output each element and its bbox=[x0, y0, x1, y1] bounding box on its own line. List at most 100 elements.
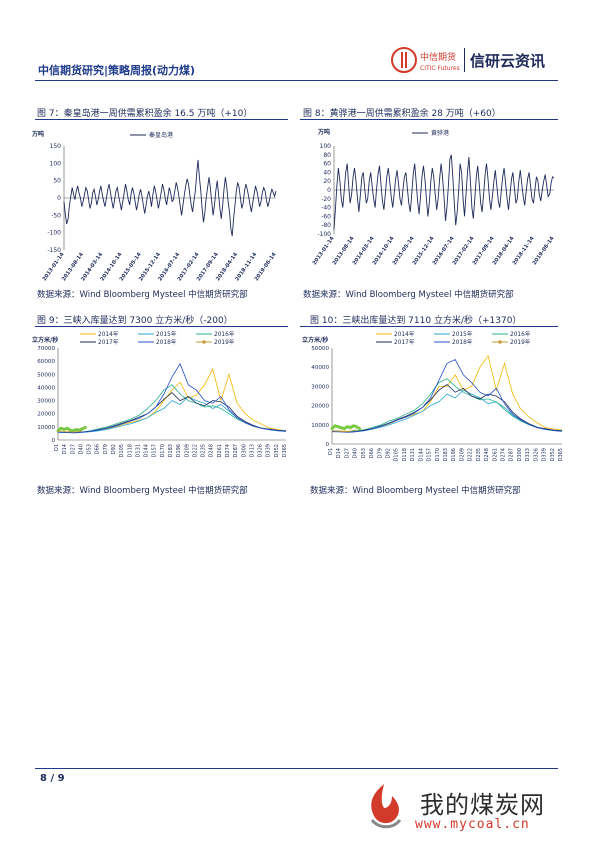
y-unit-label: 立方米/秒 bbox=[32, 336, 58, 344]
legend-label: 2018年 bbox=[156, 338, 177, 346]
y-tick-label: 0 bbox=[51, 438, 55, 444]
x-tick-label: D40 bbox=[78, 444, 84, 454]
y-tick-label: 80 bbox=[323, 152, 331, 159]
series-line-2 bbox=[331, 389, 563, 433]
x-tick-label: D261 bbox=[217, 444, 223, 457]
x-tick-label: D235 bbox=[201, 444, 207, 457]
page-number: 8 / 9 bbox=[40, 773, 65, 784]
y-tick-label: 0 bbox=[57, 195, 61, 202]
x-tick-label: D53 bbox=[87, 444, 93, 454]
series-line-1 bbox=[63, 159, 277, 237]
x-tick-label: D118 bbox=[402, 448, 408, 461]
series-line-6 bbox=[57, 430, 83, 433]
x-tick-label: D118 bbox=[127, 444, 133, 457]
x-tick-label: D209 bbox=[184, 444, 190, 457]
y-tick-label: 0 bbox=[325, 442, 329, 448]
legend-label: 黄骅港 bbox=[431, 129, 449, 137]
y-tick-label: 10000 bbox=[311, 423, 329, 429]
mycoal-flame-icon bbox=[370, 784, 402, 829]
y-tick-label: -50 bbox=[51, 212, 61, 219]
x-tick-label: D352 bbox=[550, 448, 556, 461]
y-tick-label: 0 bbox=[327, 187, 331, 194]
x-tick-label: D144 bbox=[418, 448, 424, 461]
x-tick-label: D300 bbox=[241, 444, 247, 457]
x-tick-label: D313 bbox=[525, 448, 531, 461]
legend-label: 2017年 bbox=[394, 338, 415, 346]
legend-label: 2016年 bbox=[214, 330, 235, 338]
x-tick-label: D365 bbox=[282, 444, 288, 457]
figure-10-source: 数据来源：Wind Bloomberg Mysteel 中信期货研究部 bbox=[310, 486, 521, 496]
y-tick-label: -100 bbox=[47, 230, 61, 237]
legend-label: 2017年 bbox=[98, 338, 119, 346]
series-line-1 bbox=[331, 354, 563, 432]
figure-7-source: 数据来源：Wind Bloomberg Mysteel 中信期货研究部 bbox=[37, 290, 248, 300]
x-tick-label: D274 bbox=[225, 444, 231, 457]
x-tick-label: D144 bbox=[144, 444, 150, 457]
y-tick-label: -80 bbox=[321, 222, 331, 229]
y-tick-label: 30000 bbox=[311, 384, 329, 390]
x-tick-label: D274 bbox=[501, 448, 507, 461]
x-tick-label: D287 bbox=[509, 448, 515, 461]
y-tick-label: 70000 bbox=[37, 346, 55, 352]
x-tick-label: D131 bbox=[410, 448, 416, 461]
legend-label: 2016年 bbox=[510, 330, 531, 338]
x-tick-label: D248 bbox=[484, 448, 490, 461]
y-tick-label: 20000 bbox=[311, 404, 329, 410]
x-tick-label: D53 bbox=[361, 448, 367, 458]
highlight-2019-early-line bbox=[56, 426, 87, 433]
x-tick-label: D183 bbox=[168, 444, 174, 457]
x-tick-label: D66 bbox=[95, 444, 101, 454]
legend-label: 2019年 bbox=[214, 338, 235, 346]
x-tick-label: D92 bbox=[111, 444, 117, 454]
x-tick-label: D300 bbox=[517, 448, 523, 461]
y-tick-label: -60 bbox=[321, 213, 331, 220]
figure-8-source: 数据来源：Wind Bloomberg Mysteel 中信期货研究部 bbox=[303, 290, 514, 300]
series-line-5 bbox=[331, 358, 563, 433]
chart-three-gorges-inflow: 立方米/秒 0 10000 20000 30000 40000 50000 60000 7000… bbox=[32, 330, 288, 457]
header-rule bbox=[35, 80, 558, 81]
logo-sub: CITIC Futures bbox=[420, 65, 460, 72]
y-unit-label: 立方米/秒 bbox=[302, 336, 328, 344]
y-tick-label: 100 bbox=[50, 160, 62, 167]
figure-10-rule bbox=[300, 326, 558, 327]
series-line-3 bbox=[331, 378, 563, 433]
legend-label: 2015年 bbox=[156, 330, 177, 338]
x-tick-label: D157 bbox=[427, 448, 433, 461]
x-tick-label: D79 bbox=[377, 448, 383, 458]
chart-qinhuangdao: 万吨-150-100-500501001502013-01-142013-08-… bbox=[31, 130, 278, 282]
figure-9-rule bbox=[35, 326, 288, 327]
figure-7-rule bbox=[35, 119, 288, 120]
y-tick-label: 30000 bbox=[37, 399, 55, 405]
figure-10-title: 图 10：三峡出库量达到 7110 立方米/秒（+1370） bbox=[310, 316, 522, 326]
report-header-title: 中信期货研究|策略周报(动力煤) bbox=[38, 64, 196, 77]
x-tick-label: D92 bbox=[386, 448, 392, 458]
legend-label: 2019年 bbox=[510, 338, 531, 346]
highlight-2019-early-line bbox=[330, 424, 362, 431]
x-tick-label: D222 bbox=[468, 448, 474, 461]
y-tick-label: -100 bbox=[317, 231, 331, 238]
series-line-6 bbox=[331, 429, 357, 433]
y-tick-label: 10000 bbox=[37, 425, 55, 431]
legend-marker bbox=[498, 340, 502, 344]
y-tick-label: 50000 bbox=[37, 372, 55, 378]
x-tick-label: D313 bbox=[249, 444, 255, 457]
y-tick-label: 40000 bbox=[311, 365, 329, 371]
x-tick-label: D352 bbox=[274, 444, 280, 457]
x-tick-label: D261 bbox=[492, 448, 498, 461]
x-tick-label: D105 bbox=[119, 444, 125, 457]
logo-brand: 信研云资讯 bbox=[470, 52, 545, 70]
x-tick-label: D248 bbox=[209, 444, 215, 457]
x-tick-label: D105 bbox=[394, 448, 400, 461]
x-tick-label: D1 bbox=[328, 448, 334, 455]
series-line-2 bbox=[57, 396, 287, 434]
x-tick-label: D339 bbox=[266, 444, 272, 457]
x-tick-label: D170 bbox=[435, 448, 441, 461]
x-tick-label: D79 bbox=[103, 444, 109, 454]
brand-logo: 中信期货 CITIC Futures 信研云资讯 bbox=[390, 44, 560, 76]
x-tick-label: D27 bbox=[70, 444, 76, 454]
x-tick-label: D40 bbox=[353, 448, 359, 458]
footer-rule bbox=[35, 768, 558, 769]
x-tick-label: D183 bbox=[443, 448, 449, 461]
x-tick-label: D1 bbox=[54, 444, 60, 451]
y-tick-label: -20 bbox=[321, 196, 331, 203]
